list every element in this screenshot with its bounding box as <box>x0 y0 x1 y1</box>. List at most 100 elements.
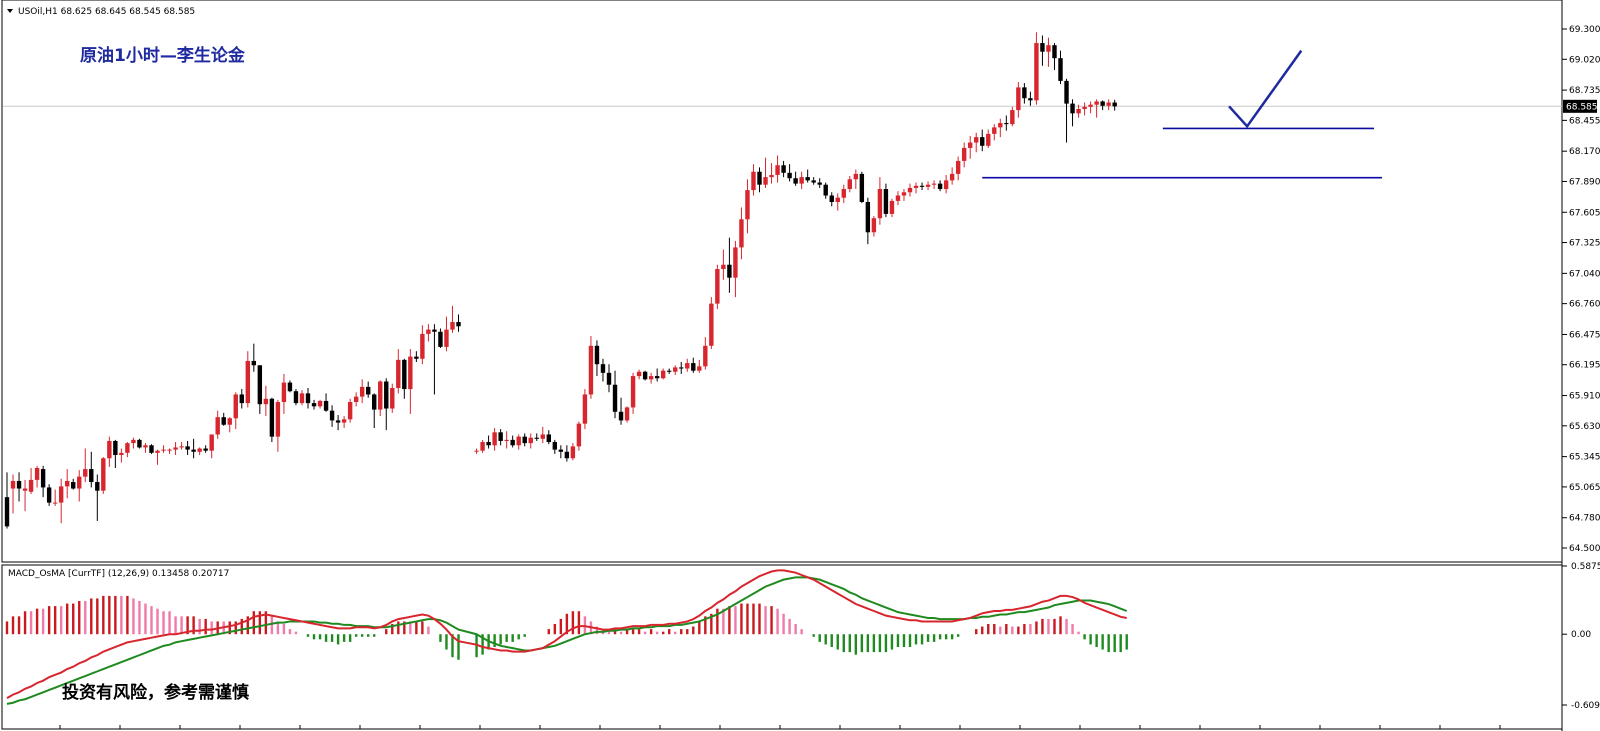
candle <box>992 124 997 141</box>
candle <box>492 427 497 451</box>
candle <box>420 325 425 365</box>
candle <box>516 434 521 450</box>
candle <box>58 478 64 524</box>
candle <box>239 389 244 409</box>
candle <box>654 368 660 382</box>
candle <box>510 435 515 448</box>
candle <box>727 237 732 293</box>
candle <box>77 470 82 502</box>
price-tick-label: 66.760 <box>1569 300 1600 310</box>
candle <box>119 448 124 463</box>
candle <box>660 368 666 380</box>
candle <box>534 433 539 441</box>
candle <box>540 426 545 444</box>
candle <box>167 448 172 454</box>
candle <box>907 183 913 197</box>
candle <box>498 429 503 446</box>
candle <box>1094 99 1099 118</box>
candle <box>847 176 852 193</box>
candle <box>865 197 871 245</box>
candle <box>233 392 238 430</box>
candle <box>1070 99 1075 127</box>
candle <box>263 385 269 417</box>
candle <box>221 412 226 426</box>
indicator-frame <box>1 564 1563 730</box>
candle <box>65 469 70 499</box>
candle <box>618 397 624 425</box>
candle <box>841 184 846 204</box>
candle <box>173 442 178 456</box>
candle <box>101 457 106 494</box>
signal-line <box>6 576 1128 705</box>
candle <box>287 380 293 393</box>
candle <box>209 434 214 459</box>
candle <box>582 389 588 430</box>
candle <box>179 442 184 450</box>
candle <box>793 171 798 186</box>
candle <box>877 177 883 225</box>
candle <box>396 349 401 394</box>
candle <box>757 167 762 193</box>
macd-line <box>6 569 1127 699</box>
candle <box>1004 115 1009 131</box>
candle <box>612 370 618 419</box>
price-tick-label: 68.455 <box>1569 116 1600 126</box>
candle <box>275 399 281 452</box>
candle <box>980 129 985 152</box>
candle <box>588 336 594 399</box>
candle <box>576 421 582 451</box>
candle <box>709 297 714 350</box>
symbol-info: USOil,H1 68.625 68.645 68.545 68.585 <box>7 7 195 17</box>
candle <box>895 191 901 206</box>
candle <box>630 372 636 414</box>
price-tick-label: 65.065 <box>1569 483 1600 493</box>
candle <box>805 169 810 183</box>
candle <box>528 433 533 449</box>
candle <box>1040 35 1045 66</box>
candle <box>384 378 389 431</box>
projection-path[interactable] <box>1228 49 1303 129</box>
candle <box>317 399 323 409</box>
candle <box>444 316 449 352</box>
price-tick-label: 66.195 <box>1569 361 1600 371</box>
candle <box>504 431 509 449</box>
price-tick-label: 65.910 <box>1569 392 1600 402</box>
candle <box>673 365 678 375</box>
candle <box>143 443 148 453</box>
candle <box>648 372 654 384</box>
candle <box>40 465 46 498</box>
candle <box>781 160 786 178</box>
current-price-label: 68.585 <box>1566 102 1598 112</box>
candle <box>1016 81 1021 118</box>
candle <box>853 169 859 190</box>
candle <box>1106 99 1111 111</box>
candle <box>1058 50 1063 85</box>
candle <box>1010 106 1015 127</box>
indicator-tick-label: 0.00 <box>1571 630 1591 640</box>
candle <box>323 393 329 412</box>
candle <box>432 324 437 395</box>
candle <box>913 182 919 194</box>
osma-histogram <box>5 595 1128 660</box>
current-price-tag: 68.585 <box>1563 99 1598 113</box>
candle <box>703 337 708 370</box>
candle <box>715 264 720 310</box>
price-tick-label: 65.630 <box>1569 422 1600 432</box>
candle <box>149 444 154 454</box>
candle <box>161 445 166 453</box>
dropdown-triangle-icon[interactable] <box>7 9 13 13</box>
candle <box>341 416 347 428</box>
candle <box>564 445 570 462</box>
candle <box>191 438 196 459</box>
candle <box>89 451 94 488</box>
candle <box>949 167 955 185</box>
candle <box>71 478 76 490</box>
candle <box>426 324 431 342</box>
candle <box>251 343 257 372</box>
candle <box>1100 100 1105 111</box>
candle <box>901 189 907 201</box>
candle <box>546 430 551 445</box>
support-lines[interactable] <box>982 127 1382 179</box>
candle <box>721 249 726 280</box>
